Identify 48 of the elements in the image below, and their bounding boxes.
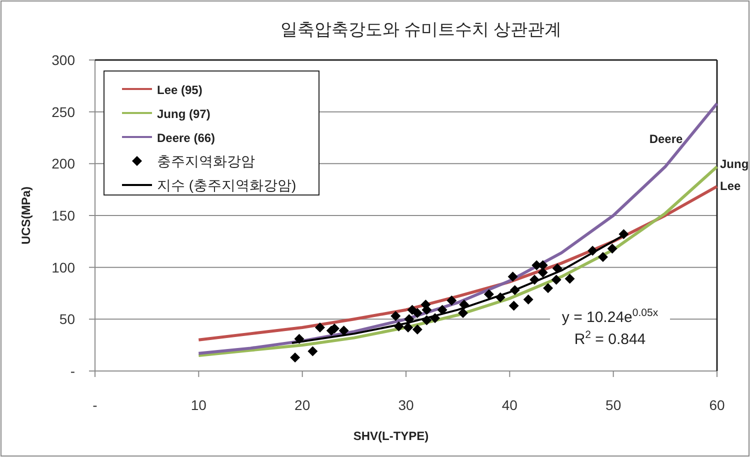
y-tick-label: 300 [52, 52, 76, 68]
annotation: y = 10.24e$^{0.05x}$ [562, 307, 659, 326]
annotation: R$^{2}$ = 0.844 [574, 329, 646, 348]
x-tick-label: 50 [606, 397, 622, 413]
x-tick-label: 60 [709, 397, 725, 413]
annotation: Deere [649, 132, 684, 146]
y-tick-label: - [70, 363, 76, 379]
point [390, 311, 401, 322]
point [412, 308, 422, 318]
x-tick-label: 20 [294, 397, 310, 413]
point [446, 296, 457, 306]
x-axis-title: SHV(L-TYPE) [353, 429, 429, 443]
legend-label: 지수 (충주지역화강암) [157, 177, 296, 193]
x-tick-label: 10 [190, 397, 207, 413]
point [508, 272, 518, 282]
point [508, 300, 519, 311]
legend-label: Deere (66) [157, 131, 216, 145]
point [598, 252, 608, 262]
y-tick-label: 100 [52, 259, 76, 276]
x-tick-label: - [92, 397, 98, 413]
y-axis-title: UCS(MPa) [19, 186, 33, 245]
point [412, 324, 422, 335]
point [458, 308, 468, 318]
legend-label: Lee (95) [157, 83, 202, 97]
x-tick-label: 40 [502, 397, 518, 413]
legend-label: Jung (97) [157, 107, 210, 121]
chart-title: 일축압축강도와 슈미트수치 상관관계 [280, 20, 562, 39]
y-tick-label: 150 [52, 208, 76, 224]
x-tick-label: 30 [398, 397, 414, 413]
point [403, 322, 414, 332]
point [290, 352, 300, 363]
point [314, 322, 325, 332]
y-tick-label: 250 [52, 104, 76, 120]
text: Jung [720, 157, 749, 171]
point [543, 283, 554, 294]
legend-label: 충주지역화강암 [157, 153, 255, 169]
point [338, 326, 349, 336]
point [437, 304, 448, 315]
point [538, 268, 548, 278]
point [484, 289, 494, 300]
y-tick-label: 50 [59, 311, 76, 328]
point [564, 274, 575, 284]
point [523, 294, 534, 304]
y-tick-label: 200 [52, 156, 76, 172]
point [551, 274, 562, 285]
point [607, 244, 618, 254]
text: Lee [720, 179, 742, 193]
point [308, 346, 318, 356]
